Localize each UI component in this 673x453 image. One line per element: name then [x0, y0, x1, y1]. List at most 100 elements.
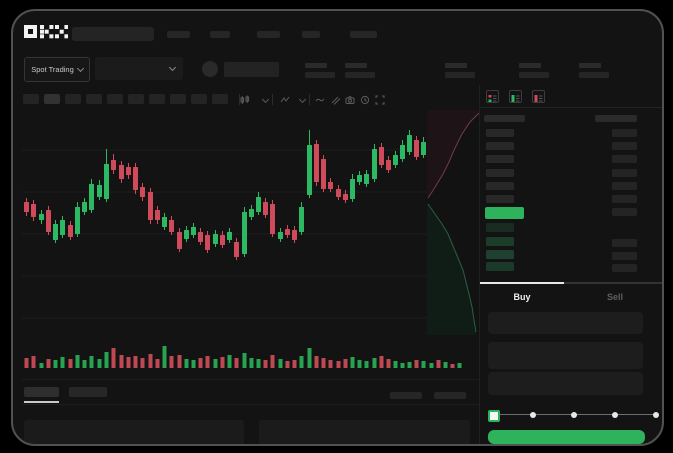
ask-row-bar[interactable] — [486, 142, 514, 150]
tab-sell[interactable]: Sell — [564, 282, 662, 310]
candle — [400, 145, 405, 159]
timeframe-button[interactable] — [86, 94, 102, 104]
volume-bar — [89, 356, 94, 368]
bid-row-bar[interactable] — [486, 237, 514, 246]
timeframe-button[interactable] — [107, 94, 123, 104]
timeframe-button[interactable] — [128, 94, 144, 104]
candle — [198, 232, 203, 242]
slider-stop[interactable] — [653, 412, 659, 418]
volume-bar — [97, 359, 102, 368]
nav-item-placeholder[interactable] — [350, 31, 377, 38]
tab-buy[interactable]: Buy — [480, 282, 564, 310]
volume-bar — [39, 363, 44, 368]
ask-row-bar[interactable] — [486, 129, 514, 137]
ask-row-bar[interactable] — [486, 182, 514, 190]
candle-style-icon[interactable] — [239, 94, 250, 105]
panel-divider — [479, 85, 480, 444]
buy-submit-button[interactable] — [488, 430, 645, 444]
nav-item-placeholder[interactable] — [210, 31, 230, 38]
timeframe-button[interactable] — [149, 94, 165, 104]
bottom-tab-orders[interactable] — [24, 387, 59, 397]
slider-stop[interactable] — [612, 412, 618, 418]
chevron-down-icon[interactable] — [260, 95, 271, 106]
slider-stop[interactable] — [571, 412, 577, 418]
pair-selector-dropdown[interactable] — [95, 57, 183, 80]
stat-value-placeholder — [579, 72, 609, 78]
slider-stop[interactable] — [530, 412, 536, 418]
candle — [414, 140, 419, 157]
slider-handle[interactable] — [488, 410, 500, 422]
bid-row-bar[interactable] — [486, 223, 514, 232]
candle — [307, 145, 312, 195]
stat-group — [305, 63, 335, 79]
timeframe-button[interactable] — [191, 94, 207, 104]
volume-bar — [184, 359, 189, 368]
timeframe-button[interactable] — [23, 94, 39, 104]
amount-input[interactable] — [488, 342, 643, 369]
book-asks-icon[interactable] — [532, 90, 545, 103]
camera-icon[interactable] — [344, 94, 355, 105]
bid-row-bar[interactable] — [612, 239, 637, 247]
bottom-action-placeholder[interactable] — [434, 392, 466, 399]
bid-row-bar[interactable] — [612, 252, 637, 260]
candle — [292, 230, 297, 240]
candle — [177, 232, 182, 249]
volume-bar — [457, 363, 462, 368]
nav-item-placeholder[interactable] — [167, 31, 190, 38]
nav-item-placeholder[interactable] — [302, 31, 320, 38]
chevron-down-icon[interactable] — [297, 95, 308, 106]
candlestick-chart[interactable] — [22, 114, 470, 374]
nav-item-placeholder[interactable] — [257, 31, 280, 38]
volume-bar — [350, 357, 355, 368]
ask-row-bar[interactable] — [486, 195, 514, 203]
orderbook-last-price[interactable] — [485, 207, 524, 219]
bid-row-bar[interactable] — [486, 250, 514, 259]
volume-bar — [177, 355, 182, 368]
stat-label-placeholder — [345, 63, 367, 68]
candle — [119, 165, 124, 179]
volume-bar — [336, 361, 341, 368]
line-tool-icon[interactable] — [314, 94, 325, 105]
total-input[interactable] — [488, 372, 643, 395]
candle — [336, 189, 341, 197]
bid-row-bar[interactable] — [612, 264, 637, 272]
bid-row-bar[interactable] — [612, 208, 637, 216]
candle — [46, 210, 51, 232]
bid-row-bar[interactable] — [486, 262, 514, 271]
ask-row-bar[interactable] — [612, 129, 637, 137]
ask-row-bar[interactable] — [612, 155, 637, 163]
bottom-action-placeholder[interactable] — [390, 392, 422, 399]
timeframe-button[interactable] — [65, 94, 81, 104]
timeframe-button[interactable] — [170, 94, 186, 104]
ask-row-bar[interactable] — [486, 155, 514, 163]
indicator-icon[interactable] — [279, 94, 290, 105]
candle — [234, 242, 239, 257]
ask-row-bar[interactable] — [612, 169, 637, 177]
ask-row-bar[interactable] — [612, 142, 637, 150]
ask-row-bar[interactable] — [612, 182, 637, 190]
volume-bar — [364, 361, 369, 368]
volume-bar — [429, 363, 434, 368]
history-icon[interactable] — [359, 94, 370, 105]
candle — [155, 210, 160, 220]
ask-row-bar[interactable] — [612, 195, 637, 203]
orders-table-block — [24, 420, 244, 444]
candle — [314, 144, 319, 182]
candle — [379, 147, 384, 165]
price-input[interactable] — [488, 312, 643, 334]
candle — [111, 160, 116, 170]
ask-row-bar[interactable] — [486, 169, 514, 177]
timeframe-button[interactable] — [212, 94, 228, 104]
fullscreen-icon[interactable] — [374, 94, 385, 105]
search-input[interactable] — [72, 27, 154, 41]
volume-bar — [270, 355, 275, 368]
market-type-selector[interactable]: Spot Trading — [24, 57, 90, 82]
volume-bar — [379, 356, 384, 368]
draw-tool-icon[interactable] — [329, 94, 340, 105]
book-both-icon[interactable] — [486, 90, 499, 103]
bottom-tab-history[interactable] — [69, 387, 107, 397]
volume-bar — [53, 360, 58, 368]
timeframe-button[interactable] — [44, 94, 60, 104]
volume-bar — [321, 358, 326, 368]
book-bids-icon[interactable] — [509, 90, 522, 103]
